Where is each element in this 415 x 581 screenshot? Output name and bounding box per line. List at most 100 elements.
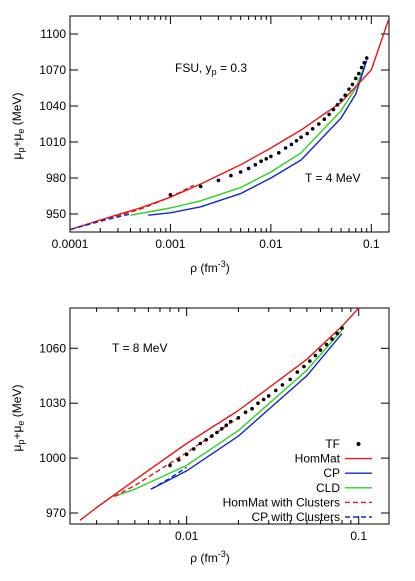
tf-point [305, 131, 310, 136]
y-tick-label: 1060 [39, 341, 66, 355]
top-temperature-label: T = 4 MeV [305, 171, 360, 185]
tf-point [177, 458, 181, 462]
tf-point [359, 65, 364, 70]
tf-point [210, 434, 214, 438]
tf-point [168, 463, 172, 468]
tf-point [350, 82, 355, 87]
tf-point [335, 103, 340, 107]
tf-point [269, 154, 273, 159]
series-cpClusters-line [150, 466, 187, 490]
top-panel: 0.0001 0.001 0.01 0.1 950 980 1010 1040 1070 1100… [10, 15, 390, 275]
tf-point [259, 159, 263, 163]
tf-point [184, 452, 189, 457]
tf-point [215, 430, 219, 435]
tf-point [274, 388, 278, 393]
tf-point [335, 331, 340, 336]
y-tick-label: 980 [46, 171, 66, 185]
tf-point [253, 163, 258, 167]
tf-point [243, 410, 248, 415]
tf-point [364, 56, 369, 60]
tf-point [318, 348, 323, 352]
series-homMat-line [79, 308, 360, 521]
tf-point [322, 117, 327, 121]
tf-point [204, 438, 208, 442]
legend-label: CLD [316, 481, 340, 495]
series-homMat-line [70, 18, 389, 231]
tf-point [327, 112, 331, 117]
tf-point [339, 98, 343, 102]
tf-point [340, 326, 344, 330]
tf-point [313, 353, 318, 358]
tf-point [246, 166, 251, 171]
tf-point [331, 107, 336, 112]
bottom-panel: 0.01 0.1 970 1000 1030 1060 T = 8 MeV ρ (fm-3… [10, 307, 390, 565]
bottom-y-axis-label: μp+μe (MeV) [10, 385, 26, 452]
tf-point [330, 337, 334, 341]
legend-label: CP [323, 466, 340, 480]
x-tick-label: 0.0001 [52, 237, 89, 251]
y-tick-label: 970 [46, 506, 66, 520]
tf-point [250, 406, 254, 411]
legend-label: HomMat with Clusters [223, 495, 340, 509]
y-tick-label: 1040 [39, 99, 66, 113]
tf-point [299, 135, 303, 139]
series-cld-line [114, 329, 343, 498]
tf-point [198, 441, 203, 446]
legend-swatch-dot [356, 442, 361, 446]
tf-point [224, 423, 229, 428]
bottom-plot-frame [69, 307, 390, 525]
tf-point [256, 401, 260, 406]
y-tick-label: 950 [46, 207, 66, 221]
bottom-x-axis-label: ρ (fm-3) [190, 549, 230, 565]
tf-point [264, 157, 269, 161]
tf-point [347, 87, 351, 91]
series-cp-line [150, 333, 343, 490]
tf-point [308, 359, 312, 363]
tf-point [277, 151, 281, 155]
series-cld-line [130, 60, 368, 216]
y-tick-label: 1010 [39, 135, 66, 149]
x-tick-label: 0.01 [259, 237, 283, 251]
y-tick-label: 1000 [39, 451, 66, 465]
tf-point [228, 419, 233, 424]
top-plot-frame [69, 15, 390, 233]
tf-point [289, 142, 294, 147]
tf-point [236, 416, 241, 420]
tf-point [295, 370, 300, 374]
legend-label: CP with Clusters [252, 510, 340, 524]
tf-point [310, 127, 315, 131]
series-homMatClusters-line [113, 417, 239, 498]
top-y-axis-label: μp+μe (MeV) [10, 93, 26, 160]
tf-point [216, 178, 221, 183]
tf-point [191, 447, 196, 451]
tf-point [280, 383, 285, 387]
tf-point [168, 193, 173, 197]
y-tick-label: 1100 [40, 27, 66, 41]
tf-point [229, 173, 233, 178]
tf-point [343, 93, 348, 97]
top-x-axis-label: ρ (fm-3) [190, 259, 230, 275]
x-tick-label: 0.1 [350, 529, 367, 543]
tf-point [283, 146, 288, 150]
tf-point [288, 377, 293, 382]
top-annotation: FSU, yp = 0.3 [175, 61, 247, 77]
tf-point [302, 364, 306, 369]
tf-point [266, 394, 271, 398]
tf-point [354, 76, 358, 81]
series-cpClusters-line [70, 213, 131, 231]
bottom-temperature-label: T = 8 MeV [112, 341, 167, 355]
tf-point [294, 139, 299, 143]
x-tick-label: 0.01 [175, 529, 199, 543]
legend-label: TF [325, 437, 340, 451]
series-cp-line [148, 60, 368, 216]
tf-point [220, 427, 224, 431]
tf-point [317, 122, 321, 126]
x-tick-label: 0.001 [155, 237, 185, 251]
legend-label: HomMat [295, 452, 341, 466]
tf-point [357, 71, 361, 76]
tf-point [198, 184, 203, 189]
x-tick-label: 0.1 [363, 237, 380, 251]
tf-point [238, 170, 243, 174]
